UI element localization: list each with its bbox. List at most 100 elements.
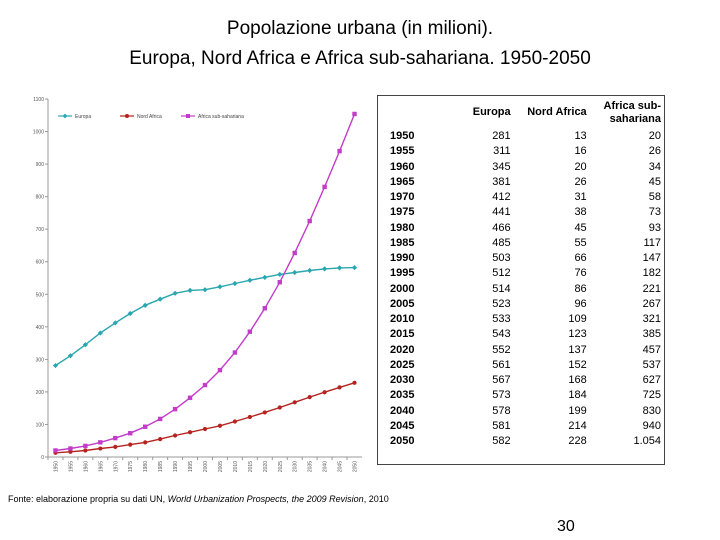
table-cell-value: 228	[568, 435, 587, 448]
table-cell-value: 45	[648, 175, 661, 188]
data-point	[337, 148, 342, 154]
table-cell-year: 1975	[390, 206, 415, 219]
table-header-year	[378, 96, 438, 129]
data-point	[247, 329, 253, 334]
table-cell-value: 457	[642, 343, 661, 356]
table-row: 1955 311 16 26	[378, 144, 664, 159]
data-point	[351, 264, 358, 271]
table-cell-value: 381	[492, 175, 511, 188]
data-point	[232, 419, 238, 424]
data-point	[128, 431, 133, 436]
table-cell-value: 123	[568, 328, 587, 341]
table-row: 2035 573 184 725	[378, 388, 664, 403]
table-row: 2010 533 109 321	[378, 312, 664, 327]
x-tick-label: 1960	[83, 461, 89, 472]
data-point	[158, 437, 163, 442]
table-cell-value: 184	[568, 389, 587, 402]
source-suffix: , 2010	[363, 494, 389, 504]
data-point	[292, 269, 298, 276]
y-tick-label: 500	[36, 292, 45, 298]
table-header-africa-sub-sahariana: Africa sub-sahariana	[603, 99, 661, 125]
slide-title-line-2: Europa, Nord Africa e Africa sub-saharia…	[129, 48, 591, 69]
y-tick-label: 400	[36, 325, 45, 331]
data-point	[53, 448, 58, 453]
table-cell-year: 1970	[390, 191, 415, 204]
x-tick-label: 2020	[263, 461, 269, 472]
table-header-nord-africa: Nord Africa	[527, 106, 587, 118]
legend-marker	[62, 113, 68, 119]
table-cell-value: 311	[493, 145, 511, 158]
data-point	[97, 330, 103, 336]
table-row: 1995 512 76 182	[378, 266, 664, 281]
data-point	[143, 440, 148, 445]
x-tick-label: 1955	[68, 461, 74, 472]
table-cell-year: 2035	[390, 389, 415, 402]
table-cell-year: 2030	[390, 374, 415, 387]
y-tick-label: 0	[41, 455, 44, 461]
x-tick-label: 2000	[203, 461, 209, 472]
table-cell-value: 412	[492, 191, 511, 204]
x-tick-label: 1975	[128, 461, 134, 472]
data-point	[128, 442, 133, 447]
table-cell-value: 561	[492, 358, 511, 371]
data-point	[232, 350, 238, 355]
table-cell-value: 13	[574, 130, 587, 143]
table-row: 2015 543 123 385	[378, 327, 664, 342]
table-cell-year: 2040	[390, 404, 415, 417]
data-point	[172, 290, 178, 296]
table-cell-year: 1955	[390, 145, 415, 158]
table-row: 2030 567 168 627	[378, 373, 664, 388]
x-tick-label: 2050	[353, 461, 359, 472]
table-row: 1990 503 66 147	[378, 251, 664, 266]
data-point	[187, 395, 193, 400]
data-point	[217, 284, 223, 290]
x-tick-label: 2005	[218, 461, 224, 472]
data-point	[322, 184, 327, 190]
table-cell-value: 34	[648, 160, 661, 173]
table-cell-value: 96	[574, 297, 587, 310]
table-cell-year: 2000	[390, 282, 415, 295]
table-cell-value: 485	[492, 236, 511, 249]
data-point	[172, 433, 178, 438]
legend-label: Nord Africa	[137, 114, 162, 120]
table-cell-value: 321	[642, 313, 661, 326]
table-cell-value: 345	[492, 160, 511, 173]
table-cell-value: 109	[568, 313, 587, 326]
x-tick-label: 2035	[308, 461, 314, 472]
x-tick-label: 2045	[338, 461, 344, 472]
source-note: Fonte: elaborazione propria su dati UN, …	[8, 494, 389, 504]
table-cell-year: 2015	[390, 328, 415, 341]
table-cell-value: 1.054	[633, 435, 661, 448]
data-point	[127, 310, 133, 317]
data-point	[322, 266, 328, 272]
data-point	[98, 446, 103, 451]
x-tick-label: 2030	[293, 461, 299, 472]
data-point	[247, 414, 252, 420]
table-cell-year: 2050	[390, 435, 415, 448]
table-cell-value: 16	[574, 145, 587, 158]
data-point	[202, 426, 208, 432]
table-cell-value: 66	[574, 252, 587, 265]
table-cell-year: 2020	[390, 343, 415, 356]
table-header-row: Europa Nord Africa Africa sub-sahariana	[378, 96, 664, 129]
table-cell-value: 199	[568, 404, 587, 417]
table-row: 2020 552 137 457	[378, 343, 664, 358]
x-tick-label: 2010	[233, 461, 239, 472]
table-cell-year: 1995	[390, 267, 415, 280]
table-cell-value: 725	[642, 389, 661, 402]
x-tick-label: 1990	[173, 461, 179, 472]
x-tick-label: 1950	[53, 461, 59, 472]
data-point	[232, 280, 238, 287]
series-line-2	[55, 113, 356, 452]
data-point	[98, 440, 103, 445]
table-cell-year: 2025	[390, 358, 415, 371]
data-point	[67, 353, 74, 359]
data-point	[52, 362, 59, 369]
x-tick-label: 2015	[248, 461, 254, 472]
data-point	[217, 367, 223, 373]
data-point	[352, 111, 357, 117]
table-cell-value: 940	[642, 419, 661, 432]
legend-marker	[186, 114, 190, 118]
table-cell-value: 627	[642, 374, 661, 387]
data-point	[217, 423, 223, 428]
